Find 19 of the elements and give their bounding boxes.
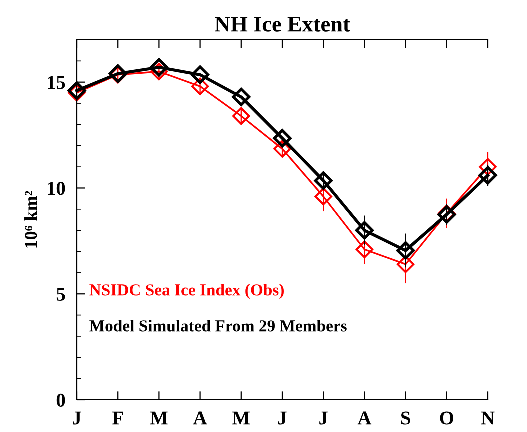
y-tick-label: 15 <box>48 76 66 90</box>
text: NSIDC Sea Ice Index (Obs) <box>90 284 284 300</box>
x-tick-label: A <box>193 412 208 425</box>
x-tick-label: J <box>73 412 82 425</box>
text: Model Simulated From 29 Members <box>90 320 347 332</box>
x-tick-label: S <box>401 412 410 425</box>
x-tick-label: M <box>232 412 250 425</box>
x-tick-label: J <box>320 412 328 425</box>
x-tick-label: A <box>358 412 372 425</box>
x-tick-label: O <box>440 412 454 425</box>
y-tick-label: 0 <box>56 394 66 407</box>
x-tick-label: N <box>481 412 495 425</box>
y-tick-label: 5 <box>56 288 66 302</box>
x-tick-label: J <box>278 412 287 425</box>
y-axis-title: 10⁶ km² <box>24 191 38 248</box>
x-tick-label: M <box>150 412 168 425</box>
x-tick-label: F <box>112 412 124 425</box>
y-tick-label: 10 <box>48 182 66 196</box>
chart-title: NH Ice Extent <box>215 17 350 32</box>
